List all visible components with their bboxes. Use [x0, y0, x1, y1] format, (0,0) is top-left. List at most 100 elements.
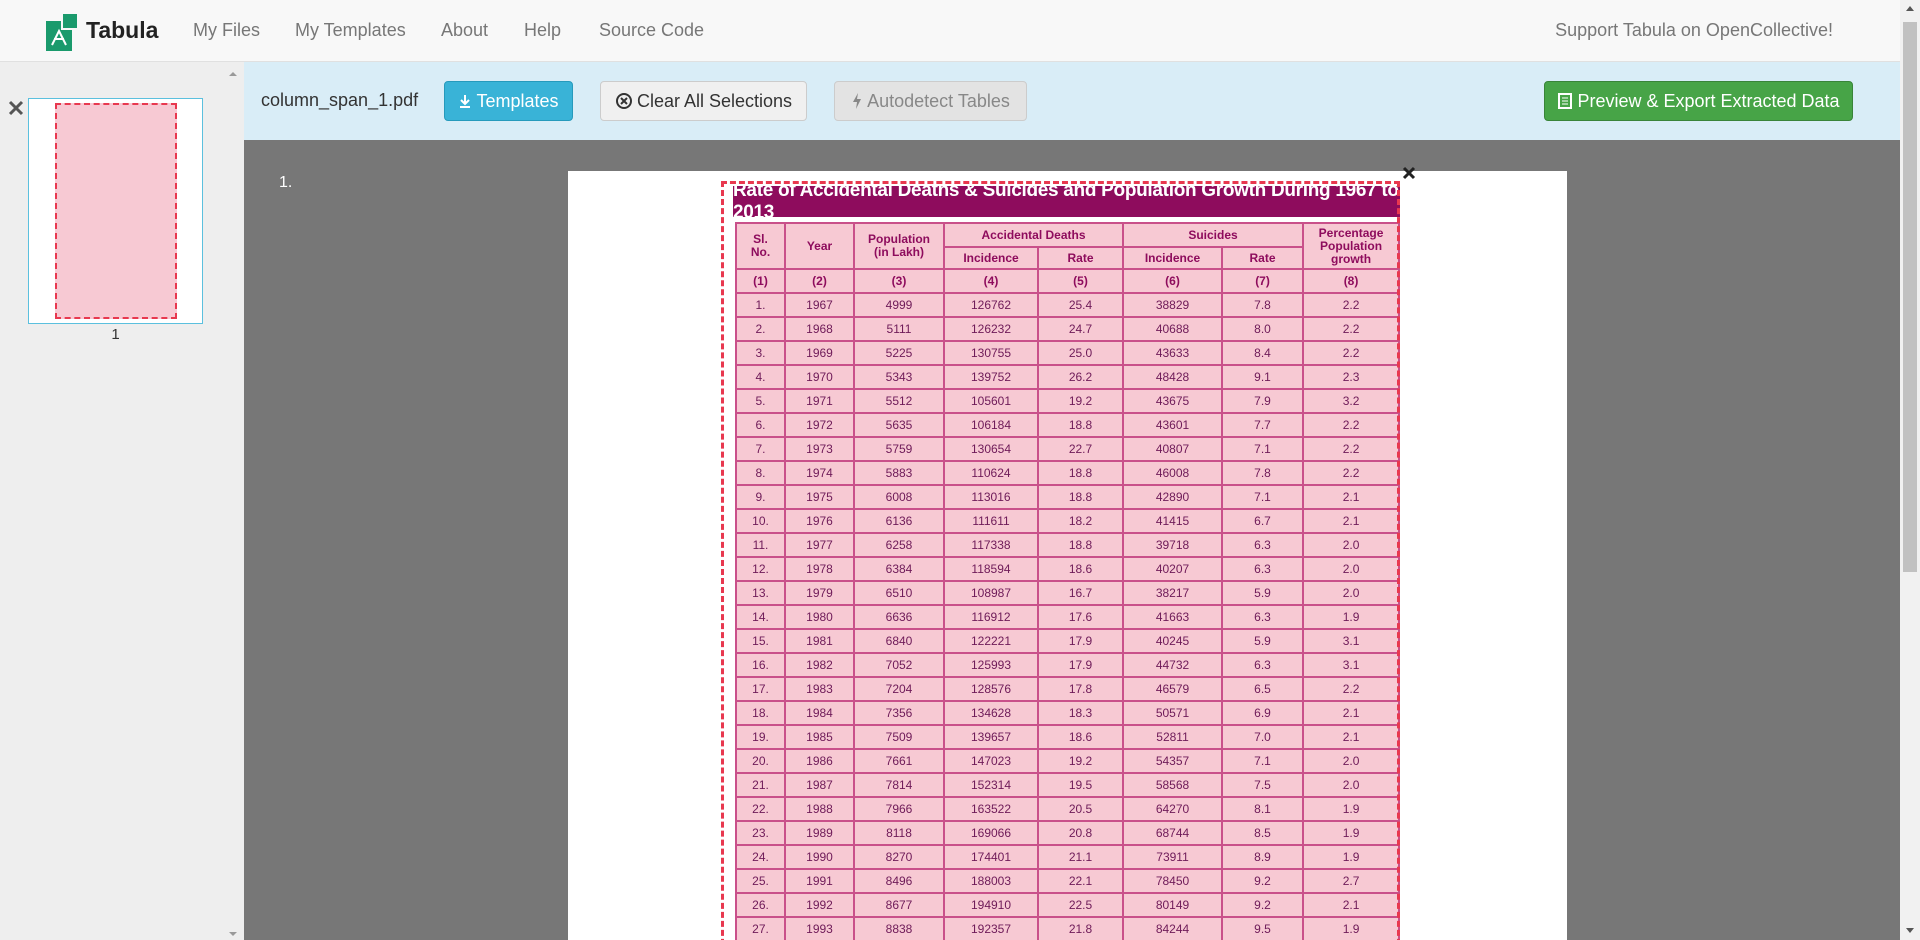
- support-link[interactable]: Support Tabula on OpenCollective!: [1555, 20, 1833, 40]
- table-cell: 5343: [853, 364, 945, 390]
- header-cell: Incidence: [943, 246, 1039, 270]
- table-row: 20. 1986 7661 147023 19.2 54357 7.1 2.0: [735, 748, 1401, 774]
- sidebar-scroll[interactable]: [228, 70, 238, 940]
- icon: [1558, 93, 1573, 109]
- table-cell: 1979: [784, 580, 855, 606]
- nav-link[interactable]: About: [441, 20, 489, 40]
- templates-button[interactable]: Templates: [444, 81, 573, 121]
- table-cell: 2.2: [1302, 292, 1401, 318]
- table-cell: 2.3: [1302, 364, 1401, 390]
- table-cell: 1.9: [1302, 844, 1401, 870]
- table-cell: 1984: [784, 700, 855, 726]
- table-cell: 25.0: [1036, 340, 1125, 366]
- table-cell: 105601: [943, 388, 1039, 414]
- table-cell: 118594: [943, 556, 1039, 582]
- close-selection[interactable]: [1402, 166, 1416, 180]
- table-cell: 7.1: [1221, 748, 1305, 774]
- table-cell: 78450: [1122, 868, 1224, 894]
- table-cell: 40207: [1122, 556, 1224, 582]
- table-cell: 6.5: [1221, 676, 1305, 702]
- table-cell: 7204: [853, 676, 945, 702]
- table-cell: 4.: [735, 364, 786, 390]
- table-cell: 116912: [943, 604, 1039, 630]
- table-cell: (4): [943, 268, 1039, 294]
- table-cell: 174401: [943, 844, 1039, 870]
- table-cell: 18.6: [1036, 556, 1125, 582]
- table-cell: 41415: [1122, 508, 1224, 534]
- autodetect-button[interactable]: Autodetect Tables: [834, 81, 1027, 121]
- table-cell: 12.: [735, 556, 786, 582]
- selection[interactable]: [721, 181, 1400, 940]
- table-cell: 6008: [853, 484, 945, 510]
- table-cell: 139752: [943, 364, 1039, 390]
- table-cell: 147023: [943, 748, 1039, 774]
- button-label: Templates: [476, 90, 559, 111]
- table-cell: 15.: [735, 628, 786, 654]
- toolbar: column_span_1.pdf Templates Clear All Se…: [244, 62, 1900, 140]
- table-cell: 8.4: [1221, 340, 1305, 366]
- table-cell: 1985: [784, 724, 855, 750]
- table-cell: 8677: [853, 892, 945, 918]
- table-cell: 139657: [943, 724, 1039, 750]
- table-row: 12. 1978 6384 118594 18.6 40207 6.3 2.0: [735, 556, 1401, 582]
- table-row: 26. 1992 8677 194910 22.5 80149 9.2 2.1: [735, 892, 1401, 918]
- logo[interactable]: [46, 13, 78, 51]
- table-cell: 7814: [853, 772, 945, 798]
- table-cell: 40807: [1122, 436, 1224, 462]
- nav-link[interactable]: My Files: [193, 20, 260, 40]
- table-cell: 18.6: [1036, 724, 1125, 750]
- table-cell: 26.: [735, 892, 786, 918]
- table-row: 10. 1976 6136 111611 18.2 41415 6.7 2.1: [735, 508, 1401, 534]
- table-cell: 43675: [1122, 388, 1224, 414]
- table-cell: 7052: [853, 652, 945, 678]
- table-cell: 113016: [943, 484, 1039, 510]
- table-row: 23. 1989 8118 169066 20.8 68744 8.5 1.9: [735, 820, 1401, 846]
- table-cell: 7.: [735, 436, 786, 462]
- table-cell: 9.5: [1221, 916, 1305, 940]
- table-cell: 19.5: [1036, 772, 1125, 798]
- table-cell: (2): [784, 268, 855, 294]
- table-cell: 13.: [735, 580, 786, 606]
- table-cell: 46579: [1122, 676, 1224, 702]
- table-cell: 7509: [853, 724, 945, 750]
- table-cell: (7): [1221, 268, 1305, 294]
- table-cell: 68744: [1122, 820, 1224, 846]
- nav-link[interactable]: My Templates: [295, 20, 406, 40]
- table-cell: 6.3: [1221, 652, 1305, 678]
- table-cell: 6.7: [1221, 508, 1305, 534]
- brand[interactable]: Tabula: [86, 17, 159, 43]
- table-row: 4. 1970 5343 139752 26.2 48428 9.1 2.3: [735, 364, 1401, 390]
- table-cell: 7.1: [1221, 436, 1305, 462]
- table-cell: 24.7: [1036, 316, 1125, 342]
- thumbnail[interactable]: [28, 98, 203, 324]
- table-cell: 14.: [735, 604, 786, 630]
- export-button[interactable]: Preview & Export Extracted Data: [1544, 81, 1853, 121]
- clear-button[interactable]: Clear All Selections: [600, 81, 807, 121]
- table-cell: 39718: [1122, 532, 1224, 558]
- scroll-thumb[interactable]: [1903, 22, 1917, 572]
- icon: [853, 93, 862, 109]
- table-cell: 1987: [784, 772, 855, 798]
- close-icon[interactable]: [8, 100, 24, 116]
- table-cell: 1974: [784, 460, 855, 486]
- table-cell: 106184: [943, 412, 1039, 438]
- table-cell: 7966: [853, 796, 945, 822]
- table-cell: 58568: [1122, 772, 1224, 798]
- table-cell: 1977: [784, 532, 855, 558]
- header-cell: Rate: [1036, 246, 1125, 270]
- nav-link[interactable]: Source Code: [599, 20, 705, 40]
- table-cell: 5.9: [1221, 628, 1305, 654]
- icon: [615, 93, 632, 109]
- nav-link[interactable]: Help: [524, 20, 562, 40]
- table-cell: 2.1: [1302, 892, 1401, 918]
- table-cell: 18.: [735, 700, 786, 726]
- scrollbar[interactable]: [1900, 0, 1920, 940]
- header-cell: Percentage Population growth: [1302, 222, 1401, 270]
- table-cell: 21.1: [1036, 844, 1125, 870]
- table-row: 14. 1980 6636 116912 17.6 41663 6.3 1.9: [735, 604, 1401, 630]
- table-cell: 122221: [943, 628, 1039, 654]
- table-cell: 17.: [735, 676, 786, 702]
- table-cell: 18.2: [1036, 508, 1125, 534]
- table-cell: 1975: [784, 484, 855, 510]
- table-cell: 7.8: [1221, 460, 1305, 486]
